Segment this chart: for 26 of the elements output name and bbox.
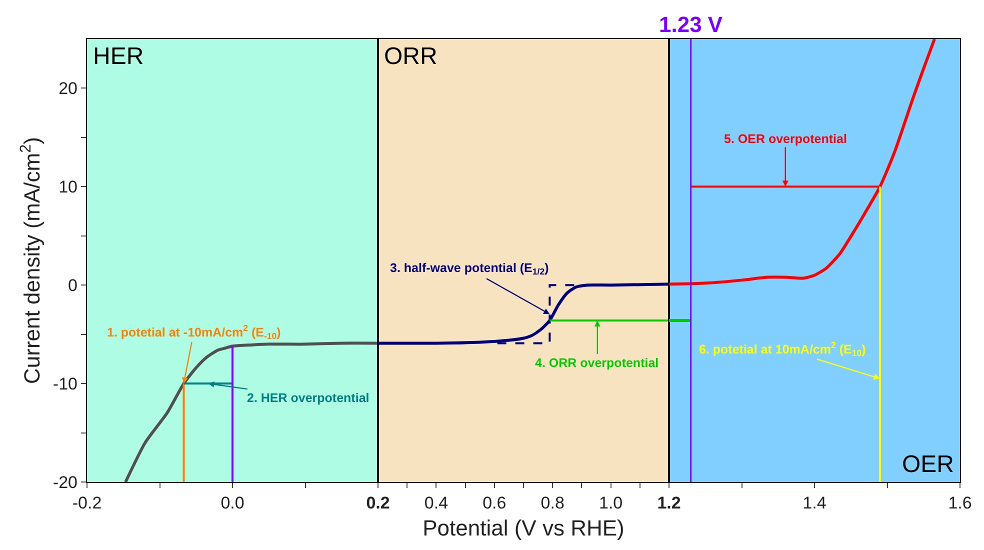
x-tick-label: 1.6 — [948, 494, 972, 512]
band-label: HER — [93, 43, 144, 70]
series-label: 6. potetial at 10mA/cm$^{2}$ (E$_{10}$) — [699, 340, 866, 358]
x-tick-label: 0.0 — [220, 494, 244, 512]
x-tick-label: 0.2 — [366, 494, 390, 512]
text: 4. ORR overpotential — [535, 356, 659, 370]
x-tick-label: 0.6 — [482, 494, 506, 512]
y-tick-label: 10 — [58, 178, 78, 197]
x-tick-label: 0.8 — [540, 494, 564, 512]
x-tick-label: 1.2 — [657, 494, 681, 512]
text: 5. OER overpotential — [724, 132, 847, 146]
y-tick-label: -10 — [52, 374, 78, 394]
x-axis-title: Potential (V vs RHE) — [422, 515, 624, 540]
text: 1. potetial at -10mA/cm$^{2}$ (E$_{-10}$) — [107, 323, 281, 341]
ref-line-label: 1.23 V — [659, 12, 723, 37]
x-tick-label: 1.0 — [598, 494, 623, 512]
y-tick-label: 20 — [58, 79, 78, 98]
x-tick-label: 1.4 — [802, 494, 826, 512]
series-label: 3. half-wave potential (E$_{1/2}$) — [390, 261, 549, 277]
y-tick-label: -20 — [52, 472, 78, 492]
series-label: 2. HER overpotential — [247, 391, 370, 405]
x-tick-label: 0.4 — [424, 494, 448, 512]
x-tick-label: -0.2 — [72, 494, 102, 512]
band-label: ORR — [384, 43, 438, 70]
band-label: OER — [902, 451, 954, 478]
y-tick-label: 0 — [68, 276, 78, 296]
